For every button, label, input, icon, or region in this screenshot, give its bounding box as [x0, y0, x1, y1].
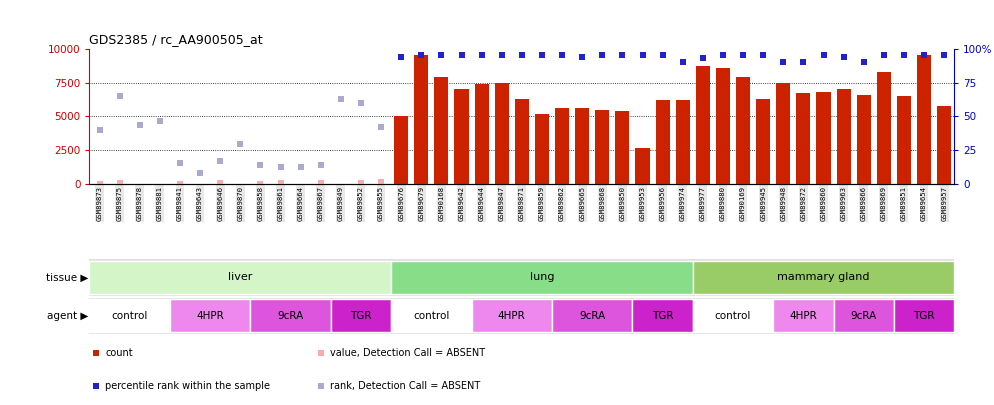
Text: 9cRA: 9cRA [580, 311, 605, 321]
Bar [434, 77, 448, 184]
Bar [454, 90, 468, 184]
Bar [773, 300, 834, 332]
Bar [756, 99, 770, 184]
Text: 4HPR: 4HPR [498, 311, 526, 321]
Bar [331, 300, 391, 332]
Text: rank, Detection Call = ABSENT: rank, Detection Call = ABSENT [330, 381, 480, 391]
Bar [535, 114, 549, 184]
Bar [474, 84, 489, 184]
Bar [897, 96, 911, 184]
Bar [555, 108, 570, 184]
Text: TGR: TGR [350, 311, 372, 321]
Text: tissue ▶: tissue ▶ [46, 273, 88, 282]
Bar [89, 261, 391, 294]
Bar [170, 300, 250, 332]
Bar [857, 95, 871, 184]
Bar [716, 68, 730, 184]
Bar [877, 72, 891, 184]
Bar [89, 300, 170, 332]
Bar [395, 117, 409, 184]
Bar [937, 106, 951, 184]
Bar [894, 300, 954, 332]
Bar [471, 300, 552, 332]
Bar [615, 111, 629, 184]
Text: lung: lung [530, 273, 555, 282]
Bar [676, 100, 690, 184]
Text: 9cRA: 9cRA [851, 311, 877, 321]
Text: percentile rank within the sample: percentile rank within the sample [105, 381, 270, 391]
Text: 4HPR: 4HPR [196, 311, 224, 321]
Text: liver: liver [228, 273, 252, 282]
Bar [495, 83, 509, 184]
Bar [595, 110, 609, 184]
Text: value, Detection Call = ABSENT: value, Detection Call = ABSENT [330, 348, 485, 358]
Bar [693, 300, 773, 332]
Bar [816, 92, 831, 184]
Text: TGR: TGR [913, 311, 934, 321]
Text: 4HPR: 4HPR [789, 311, 817, 321]
Bar [776, 83, 790, 184]
Text: control: control [111, 311, 148, 321]
Bar [632, 300, 693, 332]
Text: GDS2385 / rc_AA900505_at: GDS2385 / rc_AA900505_at [89, 33, 263, 46]
Bar [391, 300, 471, 332]
Bar [656, 100, 670, 184]
Text: control: control [414, 311, 449, 321]
Bar [250, 300, 331, 332]
Bar [414, 55, 428, 184]
Bar [515, 99, 529, 184]
Text: 9cRA: 9cRA [277, 311, 304, 321]
Text: count: count [105, 348, 132, 358]
Text: control: control [715, 311, 751, 321]
Text: TGR: TGR [652, 311, 673, 321]
Bar [696, 66, 710, 184]
Bar [796, 94, 810, 184]
Bar [576, 108, 589, 184]
Bar [736, 77, 750, 184]
Bar [391, 261, 693, 294]
Bar [834, 300, 894, 332]
Text: mammary gland: mammary gland [777, 273, 870, 282]
Bar [635, 148, 649, 184]
Bar [837, 90, 851, 184]
Text: agent ▶: agent ▶ [47, 311, 88, 321]
Bar [552, 300, 632, 332]
Bar [693, 261, 954, 294]
Bar [917, 55, 931, 184]
